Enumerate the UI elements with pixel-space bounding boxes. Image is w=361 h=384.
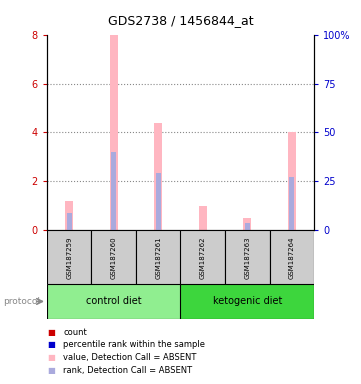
Bar [199, 206, 207, 230]
Text: ■: ■ [47, 353, 55, 362]
Text: control diet: control diet [86, 296, 142, 306]
Bar [47, 230, 91, 284]
Text: protocol: protocol [4, 297, 40, 306]
Bar [91, 230, 136, 284]
Text: value, Detection Call = ABSENT: value, Detection Call = ABSENT [63, 353, 196, 362]
Bar [110, 35, 118, 230]
Text: ■: ■ [47, 340, 55, 349]
Bar [290, 177, 294, 230]
Bar [243, 218, 251, 230]
Bar [65, 201, 73, 230]
Bar [111, 152, 116, 230]
Text: GSM187260: GSM187260 [111, 236, 117, 279]
Text: ■: ■ [47, 328, 55, 337]
Bar [136, 230, 180, 284]
Bar [154, 123, 162, 230]
Bar [180, 230, 225, 284]
Text: GSM187263: GSM187263 [244, 236, 250, 279]
Text: percentile rank within the sample: percentile rank within the sample [63, 340, 205, 349]
Text: GSM187264: GSM187264 [289, 236, 295, 278]
Bar [180, 284, 314, 319]
Bar [245, 223, 250, 230]
Bar [225, 230, 270, 284]
Bar [47, 284, 180, 319]
Bar [270, 230, 314, 284]
Text: ■: ■ [47, 366, 55, 375]
Text: GSM187259: GSM187259 [66, 236, 72, 278]
Bar [288, 132, 296, 230]
Text: ketogenic diet: ketogenic diet [213, 296, 282, 306]
Text: GDS2738 / 1456844_at: GDS2738 / 1456844_at [108, 14, 253, 27]
Text: GSM187261: GSM187261 [155, 236, 161, 279]
Bar [156, 173, 161, 230]
Bar [67, 213, 71, 230]
Text: GSM187262: GSM187262 [200, 236, 206, 278]
Text: rank, Detection Call = ABSENT: rank, Detection Call = ABSENT [63, 366, 192, 375]
Text: count: count [63, 328, 87, 337]
